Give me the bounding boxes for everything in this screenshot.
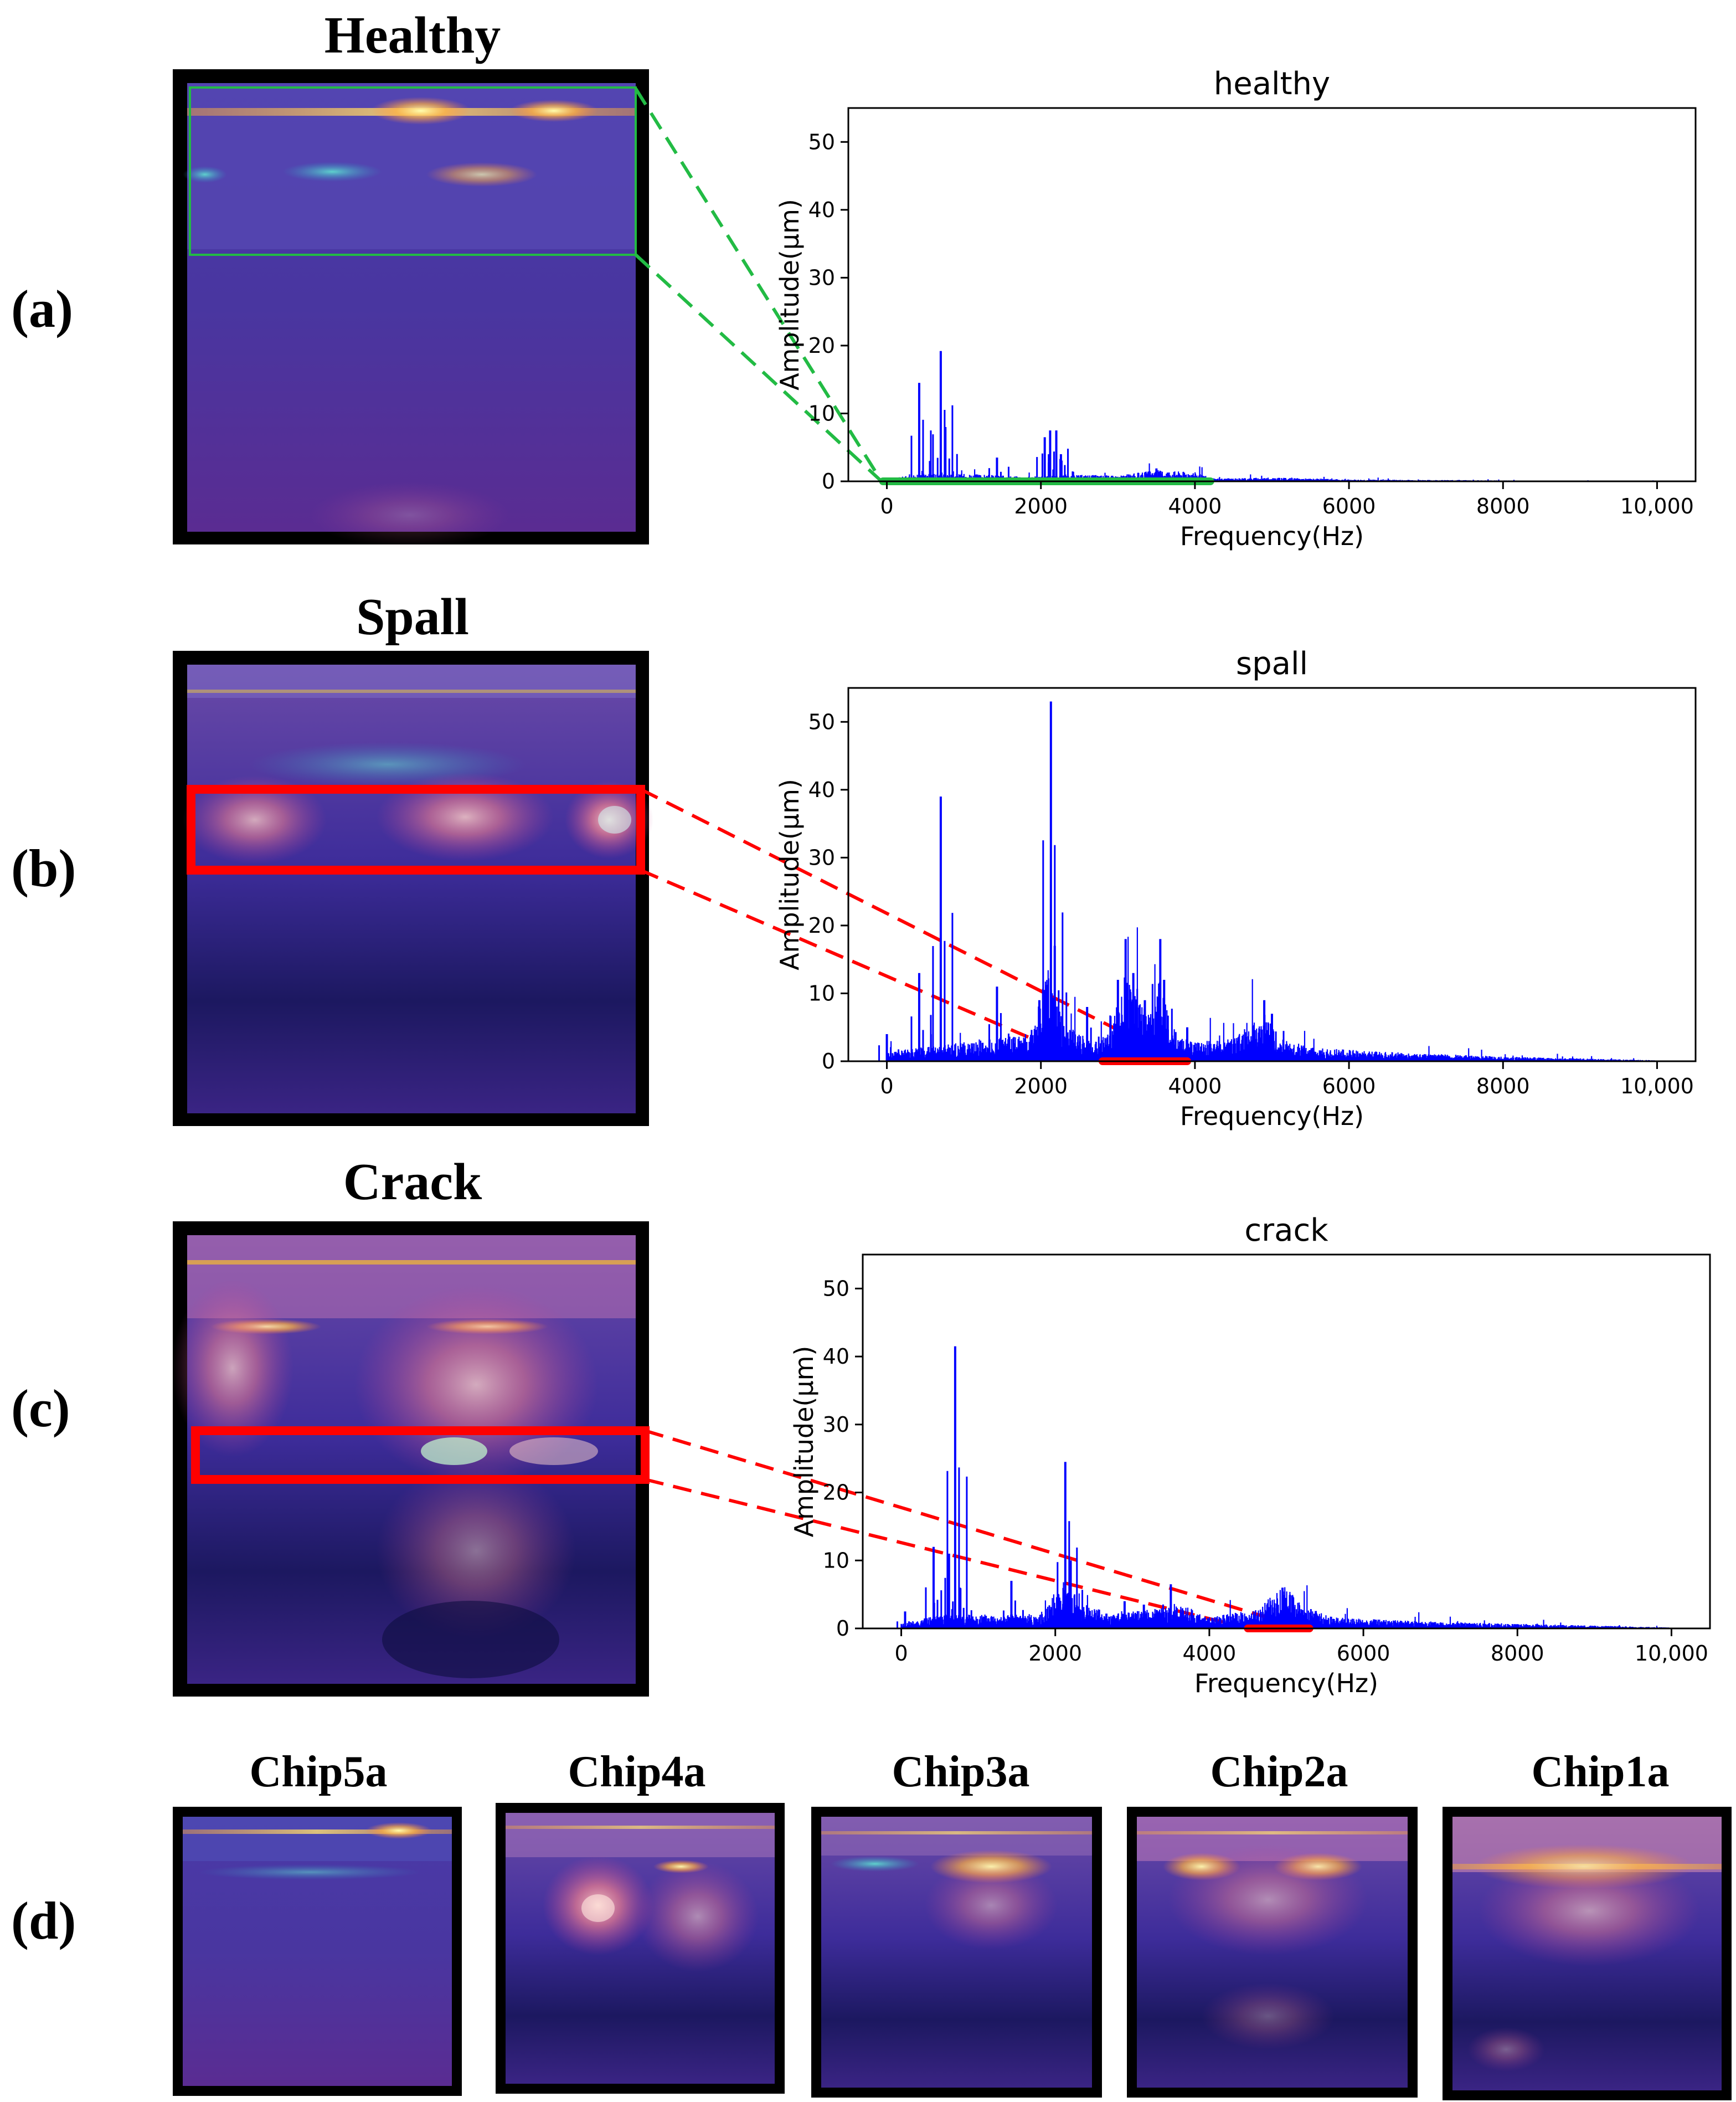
healthy-xlabel: Frequency(Hz)	[1180, 521, 1364, 551]
chip3a-title: Chip3a	[892, 1748, 1030, 1796]
panel-label-d: (d)	[11, 1891, 76, 1950]
crack-chart-title: crack	[1244, 1212, 1328, 1248]
healthy-chart-title: healthy	[1214, 66, 1330, 102]
spall-xtick-label-4: 8000	[1476, 1074, 1530, 1098]
crack-axes-frame	[862, 1253, 1711, 1630]
crack-xtick-label-2: 4000	[1183, 1641, 1237, 1666]
crack-xtick-label-1: 2000	[1028, 1641, 1082, 1666]
healthy-xtick-label-1: 2000	[1014, 494, 1068, 518]
chip5a-title: Chip5a	[250, 1748, 388, 1796]
spall-xtick-label-2: 4000	[1168, 1074, 1222, 1098]
crack-ytick-label-2: 20	[823, 1481, 849, 1505]
healthy-ytick-label-3: 30	[808, 265, 835, 290]
spall-xlabel: Frequency(Hz)	[1180, 1101, 1364, 1131]
healthy-xtick-label-2: 4000	[1168, 494, 1222, 518]
healthy-ytick-label-2: 20	[808, 333, 835, 358]
spall-axes-frame	[847, 687, 1697, 1062]
spall-ytick-label-5: 50	[808, 710, 835, 734]
spall-connector-lines	[640, 788, 1181, 1063]
healthy-ytick-label-1: 10	[808, 401, 835, 425]
spall-image-title: Spall	[356, 588, 469, 646]
healthy-xtick-label-5: 10,000	[1620, 494, 1694, 518]
healthy-axes-frame	[847, 107, 1697, 482]
crack-ytick-label-3: 30	[823, 1412, 849, 1437]
crack-xtick-label-5: 10,000	[1635, 1641, 1708, 1666]
spall-ytick-label-1: 10	[808, 981, 835, 1005]
chip2a-scalogram	[1127, 1807, 1418, 2098]
crack-connector-lines	[645, 1429, 1305, 1630]
spall-ylabel: Amplitude(μm)	[775, 779, 805, 970]
crack-ytick-label-4: 40	[823, 1344, 849, 1369]
crack-xtick-label-4: 8000	[1491, 1641, 1544, 1666]
chip4a-scalogram	[496, 1803, 785, 2094]
spall-scalogram	[173, 651, 653, 1126]
healthy-ytick-label-0: 0	[822, 469, 835, 494]
chip2a-title: Chip2a	[1210, 1748, 1348, 1796]
healthy-xtick-label-0: 0	[880, 494, 893, 518]
chip5a-scalogram	[173, 1807, 462, 2096]
crack-xtick-label-3: 6000	[1337, 1641, 1390, 1666]
healthy-ylabel: Amplitude(μm)	[775, 199, 805, 390]
panel-label-a: (a)	[11, 279, 73, 338]
crack-spectrum-chart: crack 0 2000 4000 6000 8000 10,000 0 10 20 30 40 50 F…	[789, 1212, 1711, 1698]
crack-image-title: Crack	[343, 1153, 482, 1211]
chip1a-title: Chip1a	[1532, 1748, 1670, 1796]
healthy-connector-lines	[634, 88, 883, 483]
healthy-image-title: Healthy	[324, 7, 501, 64]
healthy-scalogram	[173, 69, 649, 548]
panel-label-b: (b)	[11, 839, 76, 898]
crack-band-box	[191, 1426, 650, 1484]
spall-chart-title: spall	[1236, 646, 1308, 682]
chip4a-title: Chip4a	[568, 1748, 706, 1796]
spall-xtick-label-3: 6000	[1322, 1074, 1376, 1098]
spall-ytick-label-2: 20	[808, 913, 835, 938]
crack-ytick-label-5: 50	[823, 1276, 849, 1301]
healthy-xtick-label-4: 8000	[1476, 494, 1530, 518]
crack-ylabel: Amplitude(μm)	[789, 1346, 819, 1538]
crack-scalogram	[172, 1221, 650, 1697]
chip3a-scalogram	[811, 1807, 1102, 2098]
spall-band-box	[187, 785, 645, 875]
spall-xtick-label-5: 10,000	[1620, 1074, 1694, 1098]
spall-ytick-label-3: 30	[808, 845, 835, 870]
chip1a-scalogram	[1443, 1807, 1732, 2100]
spall-spectrum-chart: spall 0 2000 4000 6000 8000 10,000 0 10 20 30 40 50 F…	[775, 646, 1697, 1131]
healthy-band-box	[189, 86, 637, 256]
spall-xtick-label-0: 0	[880, 1074, 893, 1098]
healthy-xtick-label-3: 6000	[1322, 494, 1376, 518]
spall-ytick-label-0: 0	[822, 1049, 835, 1073]
healthy-ytick-label-5: 50	[808, 130, 835, 154]
spall-ytick-label-4: 40	[808, 778, 835, 802]
crack-xtick-label-0: 0	[894, 1641, 908, 1666]
crack-ytick-label-0: 0	[836, 1616, 849, 1641]
crack-ytick-label-1: 10	[823, 1548, 849, 1572]
healthy-spectrum-chart: healthy 0 2000 4000 6000 8000 10,000 0 10 20 30 40 5…	[775, 66, 1697, 551]
spall-xtick-label-1: 2000	[1014, 1074, 1068, 1098]
panel-label-c: (c)	[11, 1379, 70, 1438]
healthy-ytick-label-4: 40	[808, 198, 835, 222]
crack-xlabel: Frequency(Hz)	[1194, 1668, 1378, 1698]
